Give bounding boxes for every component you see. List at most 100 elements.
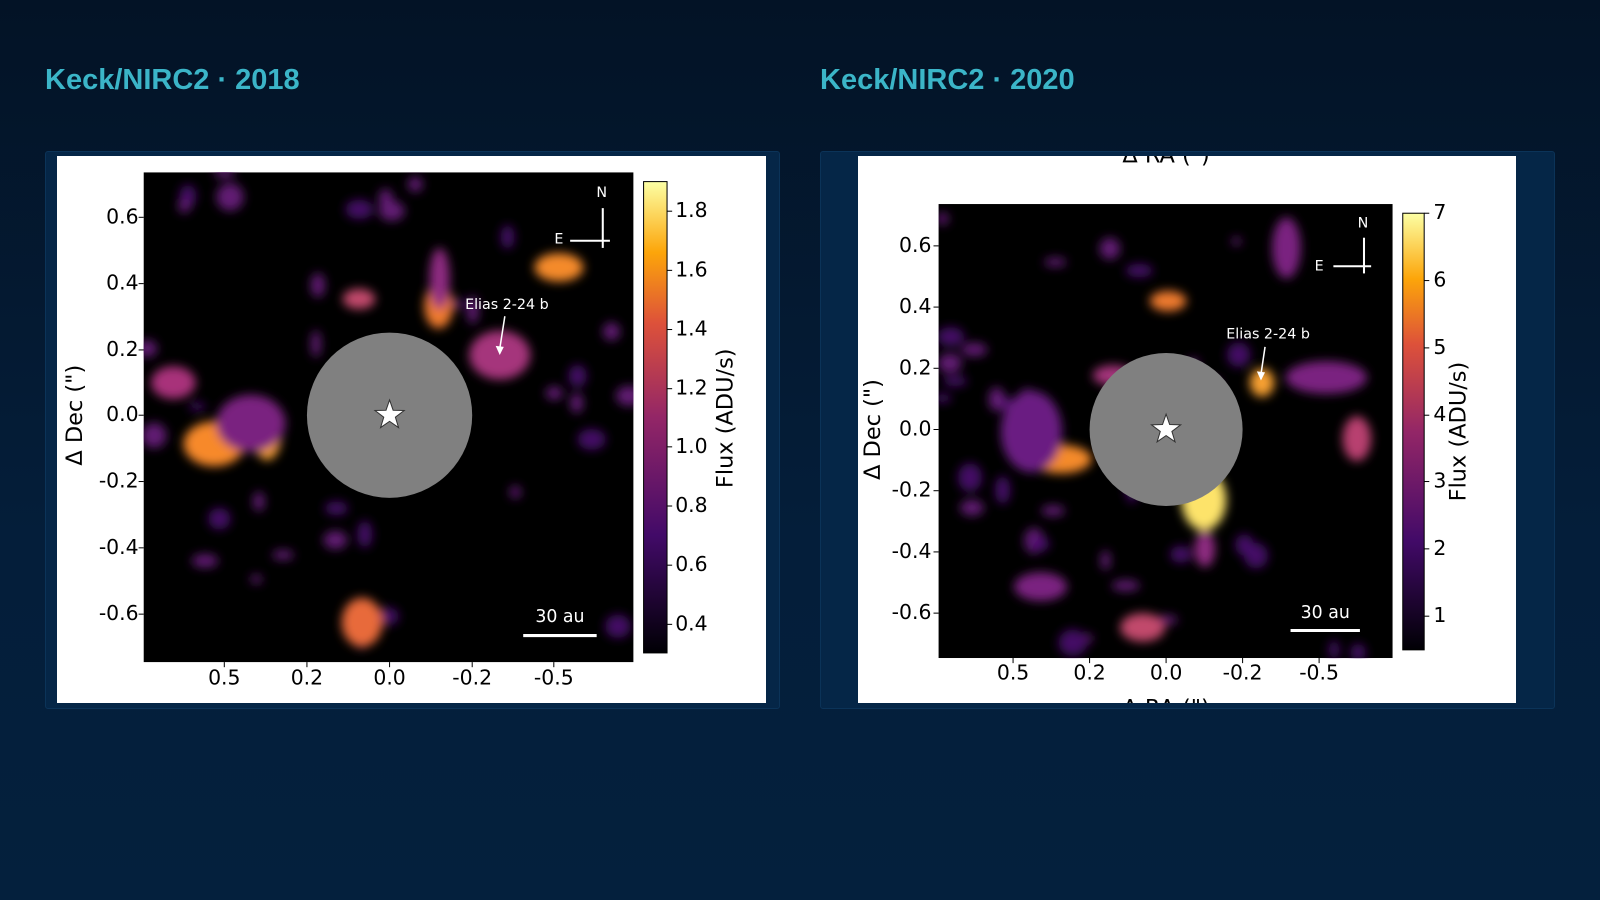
emission-blob — [1231, 237, 1242, 246]
x-tick-label: 0.0 — [373, 665, 405, 689]
emission-blob — [216, 394, 286, 452]
emission-blob — [1111, 580, 1140, 592]
emission-blob — [568, 364, 587, 388]
emission-blob — [938, 393, 952, 403]
plot-image: N E Elias 2-24 b 30 au 0.6 0.4 0.2 0.0 -0.2 -0.4 -… — [57, 156, 766, 703]
x-tick-label: -0.5 — [1299, 660, 1339, 684]
emission-blob — [1342, 416, 1372, 462]
y-tick-label: 0.2 — [106, 337, 138, 361]
colorbar-tick-label: 6 — [1433, 268, 1446, 292]
emission-blob — [178, 198, 191, 214]
colorbar-tick-label: 1.4 — [675, 317, 707, 341]
emission-blob — [1100, 550, 1111, 571]
emission-blob — [342, 288, 376, 310]
emission-blob — [961, 342, 988, 357]
x-axis-label: Δ RA (") — [1122, 156, 1209, 169]
x-tick-label: -0.2 — [452, 665, 492, 689]
emission-blob — [213, 172, 235, 178]
emission-blob — [469, 330, 531, 380]
colorbar-label: Flux (ADU/s) — [713, 348, 739, 488]
compass-n: N — [1358, 215, 1369, 231]
emission-blob — [407, 176, 423, 192]
x-axis-label: Δ RA (") — [346, 702, 433, 703]
emission-blob — [938, 353, 962, 374]
emission-blob — [1235, 534, 1254, 556]
emission-blob — [938, 212, 949, 225]
emission-blob — [208, 507, 231, 530]
annotation-arrow — [1260, 346, 1266, 375]
star-marker — [1150, 412, 1183, 444]
emission-blob — [1350, 643, 1366, 659]
emission-blob — [938, 327, 965, 347]
emission-blob — [1149, 290, 1187, 312]
annotation-arrowhead — [495, 345, 504, 356]
panel-title: Keck/NIRC2 · 2018 — [45, 64, 300, 96]
scale-bar-label: 30 au — [1301, 603, 1350, 623]
annotation: Elias 2-24 b — [1226, 327, 1310, 343]
emission-blob — [448, 298, 465, 309]
compass-e: E — [554, 232, 563, 248]
colorbar-tick-label: 0.6 — [675, 552, 707, 576]
emission-blob — [191, 554, 219, 568]
colorbar-tick-label: 7 — [1433, 200, 1446, 224]
emission-blob — [250, 574, 263, 584]
y-tick-label: 0.0 — [106, 402, 138, 426]
annotation: Elias 2-24 b — [465, 297, 549, 313]
emission-blob — [345, 199, 374, 220]
y-tick-label: -0.2 — [99, 469, 139, 493]
emission-blob — [1169, 545, 1192, 563]
compass-e: E — [1315, 258, 1324, 274]
y-tick-label: -0.6 — [99, 601, 139, 625]
y-tick-label: 0.6 — [899, 233, 931, 257]
colorbar-tick-label: 4 — [1433, 402, 1446, 426]
emission-blob — [570, 392, 584, 414]
emission-blob — [216, 182, 244, 211]
emission-blob — [1000, 390, 1063, 473]
scale-bar-label: 30 au — [535, 607, 584, 627]
emission-blob — [1272, 217, 1301, 279]
emission-blob — [509, 485, 521, 499]
emission-blob — [1014, 572, 1068, 601]
y-tick-label: 0.4 — [106, 271, 138, 295]
emission-blob — [376, 607, 399, 626]
plot-image: N E Elias 2-24 b 30 au 0.6 0.4 0.2 0.0 -0.2 -0.4 -… — [858, 156, 1516, 703]
emission-blob — [1041, 505, 1065, 517]
emission-blob — [429, 247, 450, 310]
annotation-arrowhead — [1256, 371, 1266, 381]
emission-blob — [1120, 613, 1166, 642]
y-axis-label: Δ Dec (") — [62, 365, 88, 466]
emission-blob — [1058, 629, 1087, 656]
emission-blob — [988, 387, 1005, 412]
emission-blob — [615, 385, 634, 406]
emission-blob — [143, 422, 167, 449]
emission-blob — [323, 530, 348, 550]
colorbar-label: Flux (ADU/s) — [1445, 362, 1471, 502]
x-tick-label: 0.5 — [208, 665, 240, 689]
emission-blob — [357, 520, 373, 548]
emission-blob — [605, 614, 631, 638]
emission-blob — [324, 501, 349, 516]
emission-blob — [1030, 537, 1050, 552]
x-tick-label: 0.2 — [1073, 660, 1105, 684]
emission-blob — [1194, 530, 1216, 568]
emission-blob — [150, 366, 196, 399]
colorbar-tick-label: 5 — [1433, 335, 1446, 359]
x-tick-label: -0.5 — [534, 665, 574, 689]
y-tick-label: -0.4 — [99, 535, 139, 559]
y-axis-label: Δ Dec (") — [860, 379, 886, 480]
y-tick-label: 0.2 — [899, 355, 931, 379]
y-tick-label: -0.2 — [892, 478, 932, 502]
emission-blob — [378, 188, 393, 207]
emission-blob — [602, 322, 620, 341]
emission-blob — [466, 295, 479, 325]
emission-blob — [577, 428, 606, 450]
emission-blob — [188, 402, 206, 411]
emission-blob — [253, 491, 265, 512]
emission-blob — [534, 253, 584, 282]
emission-blob — [942, 375, 968, 387]
y-tick-label: 0.6 — [106, 204, 138, 228]
colorbar-tick-label: 1.0 — [675, 434, 707, 458]
panel-title: Keck/NIRC2 · 2020 — [820, 64, 1075, 96]
emission-blob — [1125, 263, 1153, 278]
